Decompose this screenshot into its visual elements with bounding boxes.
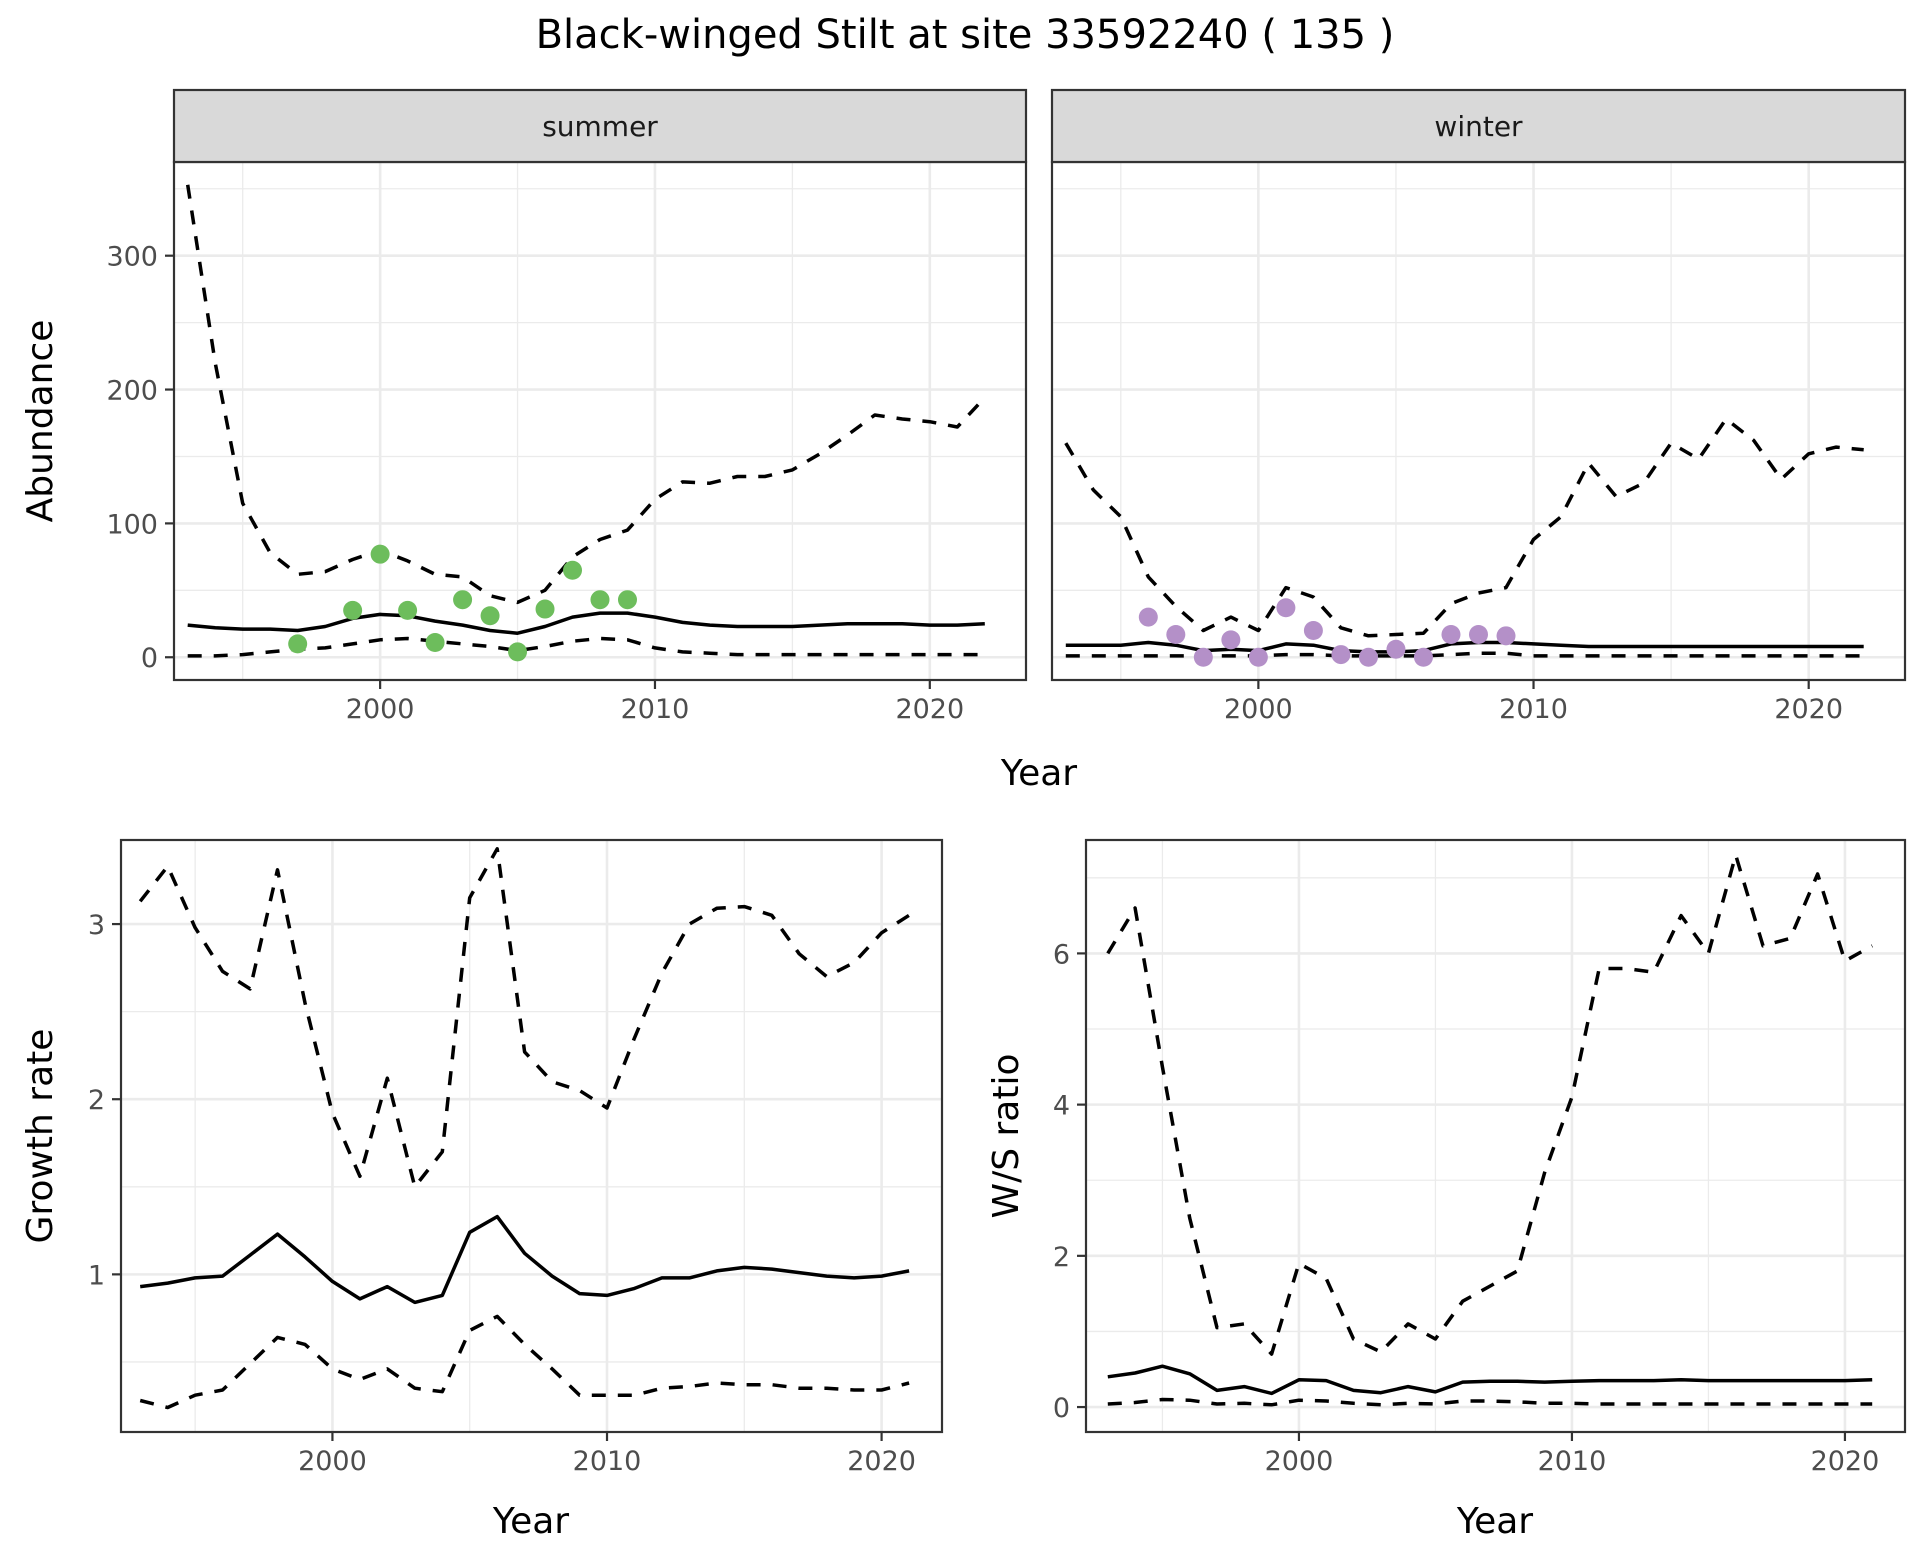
y-tick-label: 1 <box>88 1260 105 1291</box>
plot-background <box>1052 162 1905 680</box>
data-point <box>535 599 555 619</box>
y-axis-title-ws-ratio: W/S ratio <box>986 1053 1027 1218</box>
series-line-upper <box>1106 853 1874 1356</box>
series-line-mean <box>1107 1364 1873 1396</box>
data-point <box>1413 647 1433 667</box>
data-point <box>480 606 500 626</box>
y-tick-label: 2 <box>88 1085 105 1116</box>
x-tick-label: 2000 <box>298 1446 367 1477</box>
x-tick-label: 2020 <box>847 1446 916 1477</box>
data-point <box>508 642 528 662</box>
data-point <box>1331 645 1351 665</box>
x-tick-label: 2000 <box>1224 694 1293 725</box>
y-tick-label: 0 <box>141 643 158 674</box>
data-point <box>1496 626 1516 646</box>
y-axis-title-growth-rate: Growth rate <box>20 1029 61 1244</box>
data-point <box>343 600 363 620</box>
data-point <box>398 600 418 620</box>
panel-growth-rate: 2000 2010 2020 1 2 3 <box>88 838 944 1477</box>
y-tick-label: 2 <box>1053 1242 1070 1273</box>
data-point <box>1441 624 1461 644</box>
series-line-upper <box>138 847 911 1189</box>
panel-summer: summer 2000 2010 2020 0 100 200 300 <box>106 88 1028 725</box>
x-axis-title-ws: Year <box>1456 1501 1533 1542</box>
data-point <box>1248 647 1268 667</box>
y-axis-title-abundance: Abundance <box>20 320 61 523</box>
y-tick-label: 0 <box>1053 1393 1070 1424</box>
facet-strip-label: winter <box>1434 110 1523 143</box>
series-line-upper <box>185 184 987 605</box>
data-point <box>590 590 610 610</box>
series-line-mean <box>139 1214 910 1305</box>
x-tick-label: 2010 <box>1499 694 1568 725</box>
panel-winter: winter 2000 2010 2020 <box>1050 88 1907 725</box>
facet-strip <box>1050 88 1907 164</box>
series-line-lower <box>139 1314 910 1410</box>
series-line-lower <box>187 636 985 658</box>
series-line-mean <box>187 611 985 635</box>
plot-background <box>121 840 942 1432</box>
data-point <box>288 634 308 654</box>
data-point <box>1469 624 1488 644</box>
facet-strip-label: summer <box>542 110 658 143</box>
data-point <box>453 590 473 610</box>
x-tick-label: 2010 <box>573 1446 642 1477</box>
y-tick-label: 3 <box>88 910 105 941</box>
y-tick-label: 100 <box>106 509 158 540</box>
data-point <box>1276 598 1296 618</box>
y-tick-label: 4 <box>1053 1091 1070 1122</box>
y-tick-label: 200 <box>106 376 158 407</box>
y-tick-label: 300 <box>106 242 158 273</box>
y-tick-label: 6 <box>1053 939 1070 970</box>
data-point <box>1166 624 1186 644</box>
panel-border <box>1084 838 1907 1434</box>
data-point <box>1358 647 1378 667</box>
data-point <box>617 590 637 610</box>
data-point <box>370 544 390 564</box>
x-tick-label: 2000 <box>1265 1446 1334 1477</box>
x-tick-label: 2010 <box>621 694 690 725</box>
figure-title: Black-winged Stilt at site 33592240 ( 13… <box>536 12 1395 58</box>
x-axis-title-growth: Year <box>492 1501 569 1542</box>
x-tick-label: 2010 <box>1538 1446 1607 1477</box>
data-point <box>1221 630 1241 650</box>
data-point <box>1386 639 1406 659</box>
x-tick-label: 2020 <box>1811 1446 1880 1477</box>
data-point <box>1138 607 1158 627</box>
facet-strip <box>172 88 1028 164</box>
data-point <box>1193 647 1213 667</box>
data-point <box>563 560 583 580</box>
series-line-upper <box>1064 417 1864 638</box>
x-tick-label: 2020 <box>895 694 964 725</box>
panel-ws-ratio: 2000 2010 2020 0 2 4 6 <box>1053 838 1907 1477</box>
data-point <box>425 633 445 653</box>
x-tick-label: 2000 <box>346 694 415 725</box>
plot-background <box>1086 840 1905 1432</box>
x-tick-label: 2020 <box>1774 694 1843 725</box>
data-point <box>1303 620 1323 640</box>
x-axis-title-top: Year <box>1000 753 1077 794</box>
panel-border <box>119 838 944 1434</box>
